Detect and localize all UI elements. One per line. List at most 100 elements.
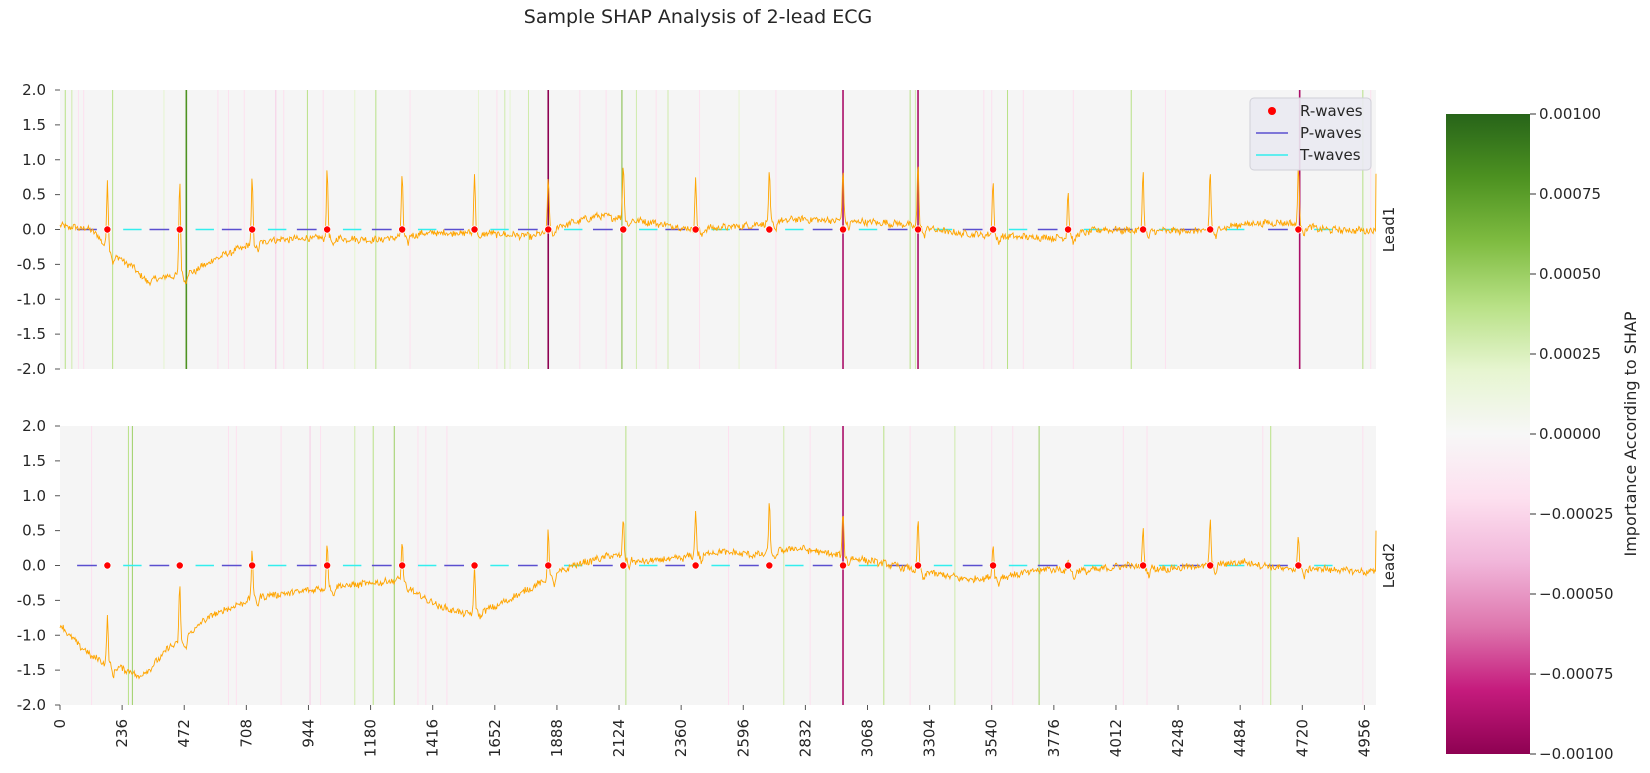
- r-wave-marker: [470, 561, 479, 570]
- r-wave-marker: [914, 225, 923, 234]
- r-wave-marker: [1139, 225, 1148, 234]
- r-wave-marker: [1206, 225, 1215, 234]
- ecg-signal-line: [59, 503, 1377, 680]
- y-tick-label: 1.5: [22, 452, 46, 470]
- r-wave-marker: [1064, 225, 1073, 234]
- colorbar-tick-label: −0.00075: [1539, 665, 1614, 683]
- y-tick-label: -2.0: [17, 696, 46, 714]
- x-tick-label: 2596: [734, 719, 752, 757]
- x-tick-label: 3068: [858, 719, 876, 757]
- r-wave-marker: [989, 225, 998, 234]
- r-wave-marker: [103, 225, 112, 234]
- legend-label: P-waves: [1300, 124, 1362, 142]
- x-tick-label: 1416: [424, 719, 442, 757]
- legend-box: [1249, 97, 1372, 171]
- colorbar-tick-label: 0.00025: [1539, 345, 1601, 363]
- r-wave-marker: [1294, 561, 1303, 570]
- r-wave-marker: [470, 225, 479, 234]
- x-tick-label: 944: [299, 719, 317, 748]
- r-wave-marker: [989, 561, 998, 570]
- x-tick-label: 4720: [1293, 719, 1311, 757]
- colorbar-tick-label: −0.00100: [1539, 745, 1614, 763]
- lead-label: Lead1: [1380, 207, 1398, 253]
- colorbar-tick-label: 0.00100: [1539, 105, 1601, 123]
- x-axis: 0 236 472 708 944 1180 1416 1652 1888 2124 2360 259…: [51, 705, 1373, 757]
- legend-label: R-waves: [1300, 102, 1363, 120]
- lead-panel-1: 2.0 1.5 1.0 0.5 0.0 -0.5 -1.0 -1.5 -2.0 Lead1: [17, 81, 1398, 378]
- r-wave-marker: [765, 225, 774, 234]
- r-wave-marker: [544, 561, 553, 570]
- x-tick-label: 2832: [796, 719, 814, 757]
- x-tick-label: 4956: [1355, 719, 1373, 757]
- r-wave-marker: [175, 561, 184, 570]
- y-tick-label: -1.5: [17, 325, 46, 343]
- x-tick-label: 236: [113, 719, 131, 748]
- y-tick-label: 0.0: [22, 221, 46, 239]
- r-wave-marker: [914, 561, 923, 570]
- r-wave-marker: [619, 225, 628, 234]
- r-wave-marker: [398, 561, 407, 570]
- chart-title: Sample SHAP Analysis of 2-lead ECG: [523, 6, 873, 28]
- x-tick-label: 2124: [610, 719, 628, 757]
- y-tick-label: 1.5: [22, 116, 46, 134]
- x-tick-label: 1652: [486, 719, 504, 757]
- r-wave-marker: [248, 561, 257, 570]
- legend-marker: [1268, 107, 1276, 115]
- y-tick-label: -1.5: [17, 661, 46, 679]
- r-wave-marker: [175, 225, 184, 234]
- r-wave-marker: [1064, 561, 1073, 570]
- lead-panel-2: 2.0 1.5 1.0 0.5 0.0 -0.5 -1.0 -1.5 -2.0 Lead2: [17, 417, 1398, 714]
- r-wave-marker: [1294, 225, 1303, 234]
- colorbar-tick-label: −0.00025: [1539, 505, 1614, 523]
- lead-label: Lead2: [1380, 543, 1398, 589]
- x-tick-label: 708: [237, 719, 255, 748]
- x-tick-label: 0: [51, 719, 69, 729]
- r-wave-marker: [691, 225, 700, 234]
- y-tick-label: 2.0: [22, 417, 46, 435]
- r-wave-marker: [1206, 561, 1215, 570]
- colorbar: 0.00100 0.00075 0.00050 0.00025 0.00000 −0.00…: [1446, 105, 1640, 763]
- r-wave-marker: [544, 225, 553, 234]
- legend: R-waves P-waves T-waves: [1249, 97, 1372, 171]
- r-wave-marker: [839, 561, 848, 570]
- y-tick-label: -0.5: [17, 255, 46, 273]
- y-tick-label: 1.0: [22, 487, 46, 505]
- y-tick-label: 2.0: [22, 81, 46, 99]
- x-tick-label: 472: [175, 719, 193, 748]
- colorbar-label: Importance According to SHAP: [1621, 311, 1640, 556]
- y-tick-label: -0.5: [17, 591, 46, 609]
- r-wave-marker: [323, 561, 332, 570]
- y-tick-label: -1.0: [17, 626, 46, 644]
- r-wave-marker: [323, 225, 332, 234]
- y-tick-label: -1.0: [17, 290, 46, 308]
- x-tick-label: 2360: [672, 719, 690, 757]
- legend-label: T-waves: [1299, 146, 1361, 164]
- y-tick-label: 0.5: [22, 522, 46, 540]
- colorbar-tick-label: 0.00075: [1539, 185, 1601, 203]
- colorbar-tick-label: 0.00000: [1539, 425, 1601, 443]
- x-tick-label: 1180: [362, 719, 380, 757]
- r-wave-marker: [765, 561, 774, 570]
- y-tick-label: 0.0: [22, 557, 46, 575]
- x-tick-label: 3776: [1045, 719, 1063, 757]
- colorbar-tick-label: 0.00050: [1539, 265, 1601, 283]
- r-wave-marker: [103, 561, 112, 570]
- x-tick-label: 1888: [548, 719, 566, 757]
- ecg-signal-line: [59, 166, 1377, 287]
- r-wave-marker: [839, 225, 848, 234]
- x-tick-label: 4484: [1231, 719, 1249, 757]
- r-wave-marker: [691, 561, 700, 570]
- x-tick-label: 4012: [1107, 719, 1125, 757]
- r-wave-marker: [1139, 561, 1148, 570]
- x-tick-label: 3304: [921, 719, 939, 757]
- r-wave-marker: [398, 225, 407, 234]
- r-wave-marker: [619, 561, 628, 570]
- colorbar-tick-label: −0.00050: [1539, 585, 1614, 603]
- r-wave-marker: [248, 225, 257, 234]
- x-tick-label: 4248: [1169, 719, 1187, 757]
- y-tick-label: 1.0: [22, 151, 46, 169]
- y-tick-label: 0.5: [22, 186, 46, 204]
- colorbar-gradient: [1446, 114, 1530, 754]
- x-tick-label: 3540: [983, 719, 1001, 757]
